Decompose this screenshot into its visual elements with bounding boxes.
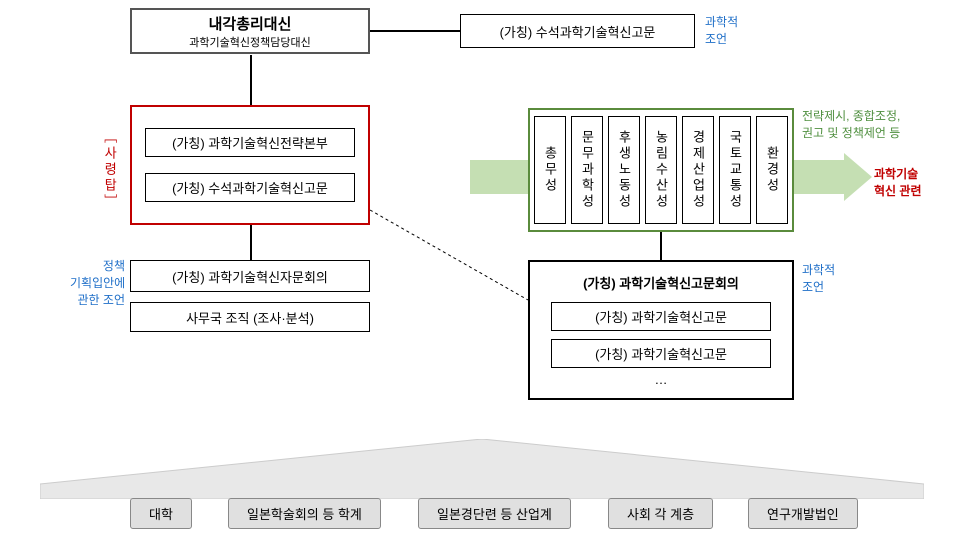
ministry-col-5: 국토교통성 <box>719 116 751 224</box>
bottom-arrow-shape <box>40 439 924 499</box>
green-arrow-head <box>844 153 872 201</box>
arrow-label: 과학기술 혁신 관련 <box>874 166 922 200</box>
expert-item-0: (가칭) 과학기술혁신고문 <box>551 302 771 331</box>
bottom-pill-4: 연구개발법인 <box>748 498 858 529</box>
hq-item-1: (가칭) 수석과학기술혁신고문 <box>145 173 355 202</box>
expert-council-box: (가칭) 과학기술혁신고문회의 (가칭) 과학기술혁신고문 (가칭) 과학기술혁… <box>528 260 794 400</box>
bottom-pill-3: 사회 각 계층 <box>608 498 713 529</box>
line-ministries-expert <box>660 232 662 260</box>
pm-box: 내각총리대신 과학기술혁신정책담당대신 <box>130 8 370 54</box>
ministry-col-2: 후생노동성 <box>608 116 640 224</box>
chief-advisor-note: 과학적 조언 <box>705 14 738 48</box>
expert-item-1: (가칭) 과학기술혁신고문 <box>551 339 771 368</box>
chief-advisor-box: (가칭) 수석과학기술혁신고문 <box>460 14 695 48</box>
line-hq-advisory <box>250 225 252 260</box>
pm-subtitle: 과학기술혁신정책담당대신 <box>189 34 310 50</box>
line-pm-down <box>250 55 252 105</box>
hq-red-box: (가칭) 과학기술혁신전략본부 (가칭) 수석과학기술혁신고문 <box>130 105 370 225</box>
hq-item-0: (가칭) 과학기술혁신전략본부 <box>145 128 355 157</box>
advisory-meeting-box: (가칭) 과학기술혁신자문회의 <box>130 260 370 292</box>
expert-council-title: (가칭) 과학기술혁신고문회의 <box>583 273 739 292</box>
ministry-col-6: 환경성 <box>756 116 788 224</box>
advisory-meeting-label: (가칭) 과학기술혁신자문회의 <box>172 267 328 286</box>
line-pm-advisor <box>370 30 460 32</box>
secretariat-box: 사무국 조직 (조사·분석) <box>130 302 370 332</box>
ministry-col-0: 총무성 <box>534 116 566 224</box>
bracket-open: ﹇ <box>100 130 118 146</box>
expert-item-ellipsis: … <box>655 372 668 387</box>
bottom-pill-2: 일본경단련 등 산업계 <box>418 498 571 529</box>
bracket-close: ﹈ <box>100 194 118 210</box>
ministry-col-3: 농림수산성 <box>645 116 677 224</box>
expert-council-note: 과학적 조언 <box>802 262 835 296</box>
chief-advisor-label: (가칭) 수석과학기술혁신고문 <box>500 22 656 41</box>
ministries-box: 총무성 문무과학성 후생노동성 농림수산성 경제산업성 국토교통성 환경성 <box>528 108 794 232</box>
advisory-side-note: 정책 기획입안에 관한 조언 <box>70 258 125 308</box>
ministry-col-4: 경제산업성 <box>682 116 714 224</box>
pm-title: 내각총리대신 <box>209 13 292 34</box>
bottom-pill-1: 일본학술회의 등 학계 <box>228 498 381 529</box>
hq-side-label: ﹇ 사령탑 ﹈ <box>100 130 118 210</box>
ministry-col-1: 문무과학성 <box>571 116 603 224</box>
ministries-top-note: 전략제시, 종합조정, 권고 및 정책제언 등 <box>802 108 900 142</box>
secretariat-label: 사무국 조직 (조사·분석) <box>186 308 314 327</box>
bottom-pill-0: 대학 <box>130 498 192 529</box>
